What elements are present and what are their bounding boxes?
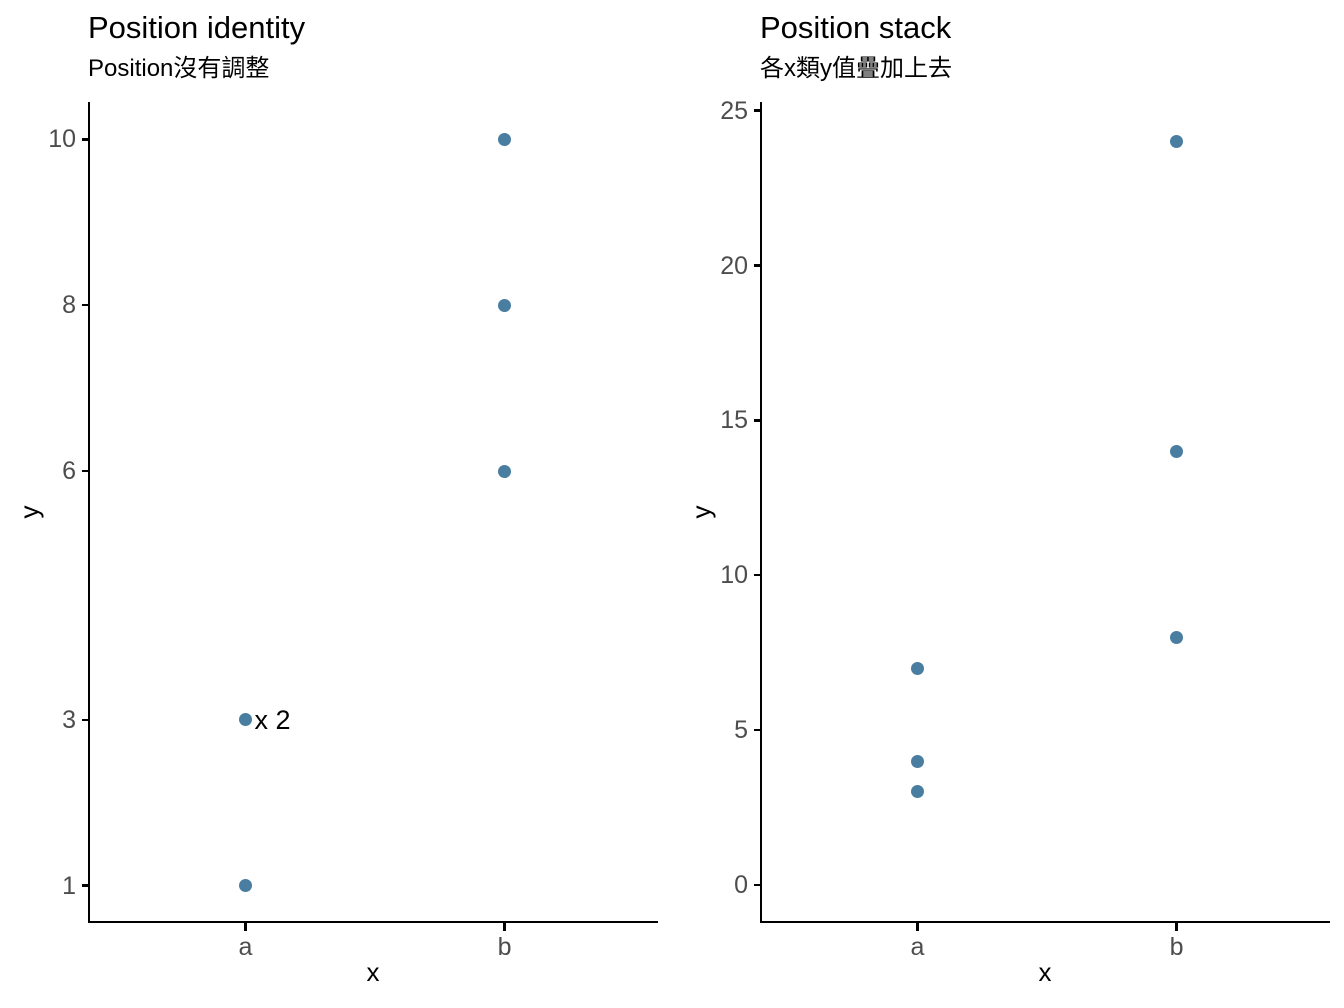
y-tick-label: 1 — [62, 871, 76, 900]
x-tick-label: a — [910, 933, 925, 961]
data-point — [498, 132, 512, 146]
data-point — [1170, 444, 1184, 458]
y-tick-mark — [754, 419, 762, 422]
data-point — [1170, 135, 1184, 149]
x-tick-label: b — [497, 933, 512, 961]
y-tick-label: 3 — [62, 705, 76, 734]
y-tick-label: 25 — [720, 96, 748, 125]
data-point — [910, 754, 924, 768]
y-tick-mark — [754, 728, 762, 732]
y-tick-mark — [754, 109, 762, 112]
data-point — [910, 661, 924, 675]
y-tick-mark — [82, 469, 90, 473]
x-tick-label: a — [238, 933, 253, 961]
data-point — [238, 879, 252, 893]
y-tick-label: 6 — [62, 457, 76, 486]
plot-subtitle: 各x類y值疊加上去 — [760, 55, 952, 82]
y-axis-title: y — [686, 505, 716, 519]
x-axis-title: x — [1038, 957, 1052, 987]
plot-title: Position stack — [760, 10, 952, 45]
y-tick-mark — [82, 718, 90, 722]
y-tick-label: 20 — [720, 251, 748, 280]
y-tick-label: 10 — [48, 125, 76, 154]
y-tick-label: 10 — [720, 561, 748, 590]
y-tick-mark — [754, 264, 762, 267]
y-tick-mark — [82, 884, 90, 887]
figure-position-identity: Position identity Position沒有調整 y 1 3 6 8 10 a… — [14, 10, 658, 987]
data-point — [1170, 630, 1184, 644]
x-tick-mark — [503, 923, 506, 931]
y-tick-mark — [82, 138, 90, 141]
plot-panel: 0 5 10 15 20 25 a b — [720, 97, 1330, 961]
y-tick-label: 15 — [720, 406, 748, 435]
x-tick-mark — [1175, 923, 1178, 931]
data-point — [910, 785, 924, 799]
point-count-annotation: x 2 — [254, 704, 291, 735]
x-tick-label: b — [1169, 933, 1184, 961]
plot-subtitle: Position沒有調整 — [88, 55, 270, 82]
x-tick-mark — [916, 923, 919, 931]
x-axis-title: x — [366, 957, 380, 987]
y-tick-label: 5 — [734, 716, 748, 745]
y-tick-label: 0 — [734, 870, 748, 899]
y-axis-title: y — [14, 505, 44, 519]
y-tick-mark — [754, 883, 762, 887]
data-point — [498, 464, 512, 478]
plot-panel: 1 3 6 8 10 a b x 2 — [48, 102, 658, 961]
data-point — [238, 713, 252, 727]
figure-position-stack: Position stack 各x類y值疊加上去 y 0 5 10 15 20 25 a b … — [672, 0, 1344, 1008]
y-tick-mark — [754, 573, 762, 577]
y-tick-label: 8 — [62, 291, 76, 320]
plot-title: Position identity — [88, 10, 306, 45]
y-tick-mark — [82, 303, 90, 307]
data-point — [498, 298, 512, 312]
x-tick-mark — [244, 923, 247, 931]
